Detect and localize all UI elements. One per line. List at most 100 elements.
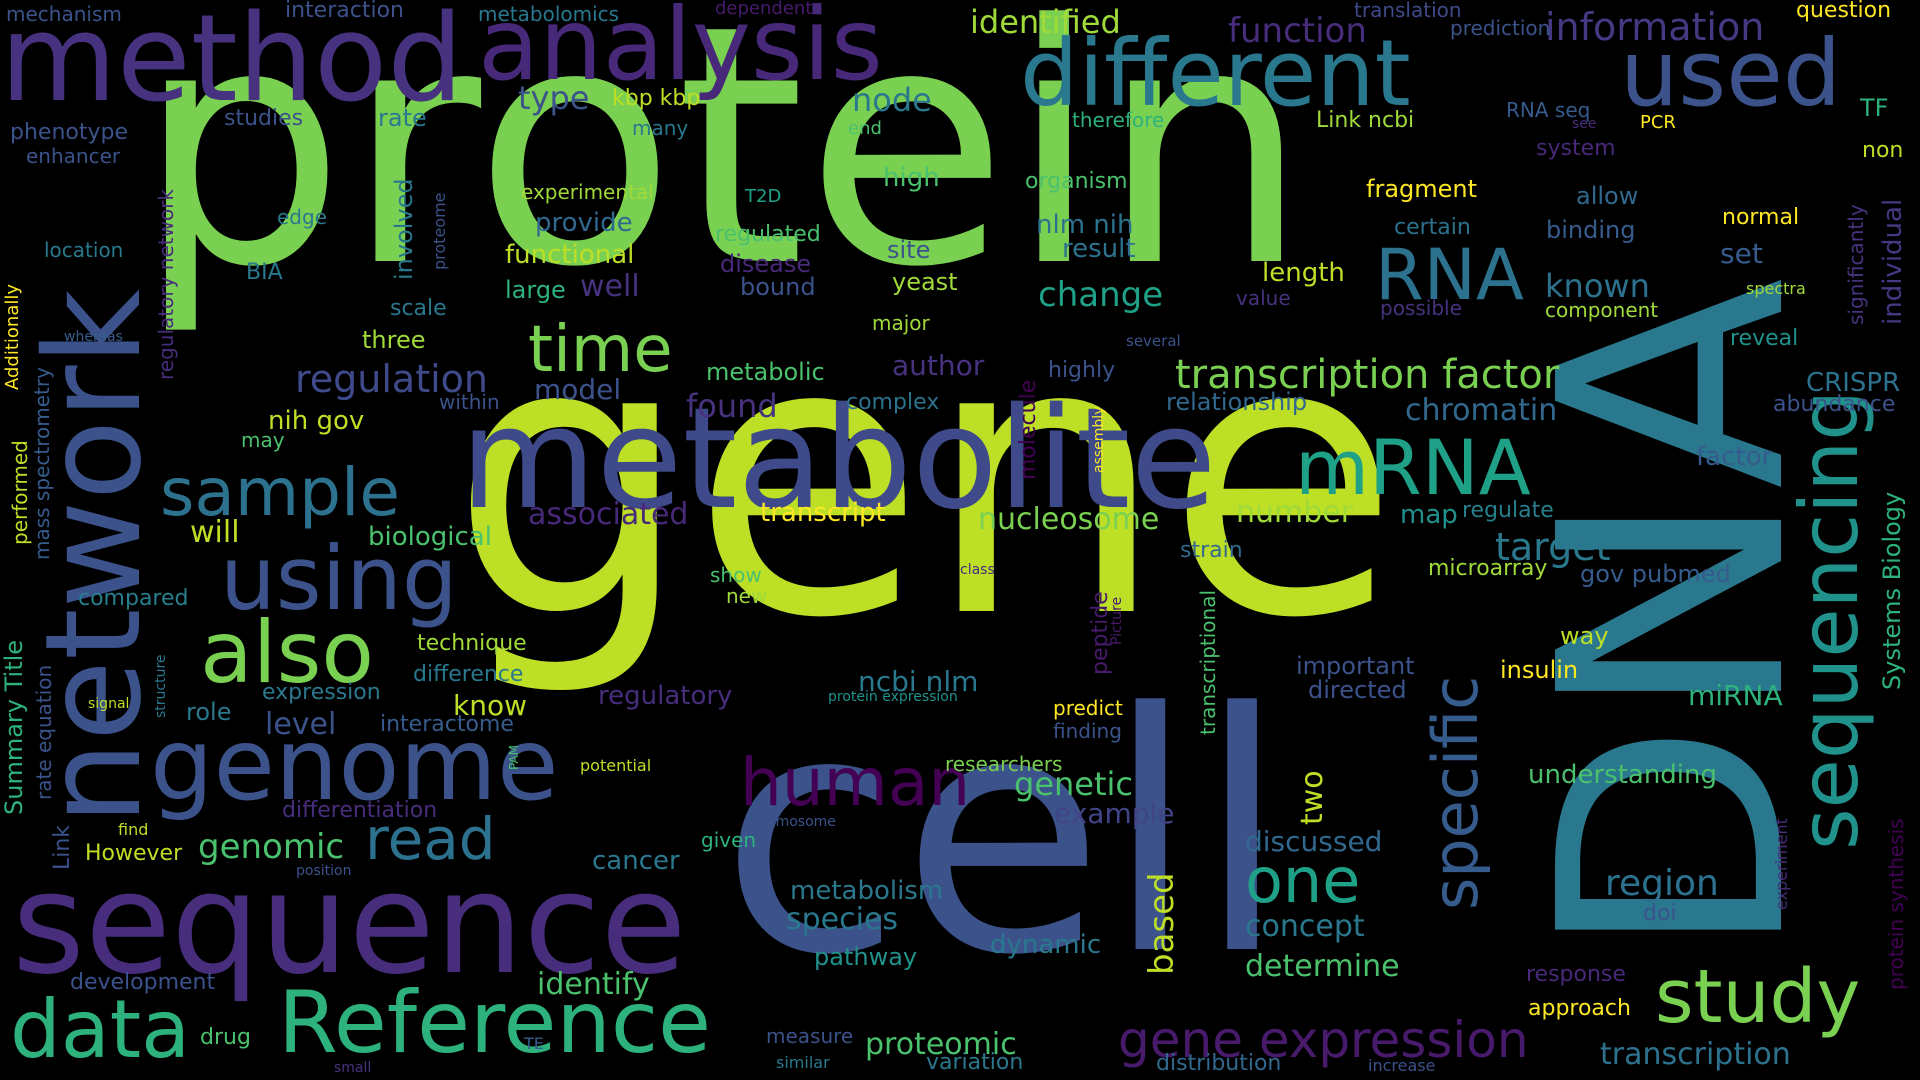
word-role: role — [186, 698, 232, 726]
word-doi: doi — [1643, 901, 1677, 926]
word-response: response — [1526, 962, 1626, 987]
word-genetic: genetic — [1014, 765, 1133, 803]
word-read: read — [365, 805, 496, 873]
word-three: three — [362, 326, 426, 354]
word-function: function — [1228, 11, 1367, 51]
word-potential: potential — [580, 756, 652, 775]
word-determine: determine — [1245, 949, 1400, 984]
word-see: see — [1572, 116, 1597, 132]
word-compared: compared — [78, 586, 189, 611]
word-major: major — [872, 311, 930, 335]
word-normal: normal — [1722, 205, 1800, 230]
word-example: example — [1054, 797, 1175, 830]
word-directed: directed — [1308, 676, 1407, 704]
word-based: based — [1142, 872, 1182, 975]
word-identified: identified — [970, 3, 1121, 41]
word-binding: binding — [1546, 216, 1636, 244]
word-class: class — [960, 562, 995, 578]
word-gene-expression: gene expression — [1118, 1011, 1529, 1069]
word-result: result — [1062, 234, 1136, 264]
word-sequencing: sequencing — [1783, 390, 1876, 850]
word-scale: scale — [390, 296, 447, 321]
word-phenotype: phenotype — [10, 120, 128, 145]
word-tf: TF — [1860, 94, 1889, 122]
word-found: found — [686, 387, 778, 425]
word-rate: rate — [378, 104, 427, 132]
word-understanding: understanding — [1528, 760, 1718, 790]
word-transcription-factor: transcription factor — [1175, 352, 1560, 398]
word-regulatory-network: regulatory network — [154, 189, 178, 380]
word-metabolite: metabolite — [460, 378, 1217, 541]
word-provide: provide — [535, 208, 633, 238]
word-nlm-nih: nlm nih — [1036, 210, 1134, 240]
word-method: method — [0, 0, 464, 129]
word-new: new — [726, 584, 768, 608]
word-location: location — [44, 238, 124, 262]
word-involved: involved — [390, 178, 418, 280]
word-length: length — [1262, 258, 1345, 288]
word-metabolomics: metabolomics — [478, 2, 620, 26]
word-transcript: transcript — [760, 498, 886, 528]
word-ncbi-nlm: ncbi nlm — [858, 665, 979, 698]
word-information: information — [1545, 5, 1765, 49]
word-enhancer: enhancer — [26, 144, 121, 168]
word-measure: measure — [766, 1024, 854, 1048]
word-variation: variation — [926, 1050, 1024, 1075]
word-pathway: pathway — [814, 943, 918, 971]
word-yeast: yeast — [892, 268, 958, 296]
word-also: also — [200, 603, 375, 703]
word-allow: allow — [1576, 182, 1639, 210]
word-proteomic: proteomic — [865, 1027, 1017, 1062]
word-chromosome: chromosome — [745, 814, 836, 830]
word-cell: cell — [720, 643, 1288, 1027]
word-sequence: sequence — [12, 843, 687, 1006]
word-rate-equation: rate equation — [32, 664, 56, 800]
word-approach: approach — [1528, 996, 1631, 1021]
word-differentiation: differentiation — [282, 798, 438, 823]
word-high: high — [883, 163, 940, 193]
word-species: species — [786, 902, 899, 937]
word-highly: highly — [1048, 358, 1116, 383]
word-regulatory: regulatory — [598, 681, 733, 711]
word-difference: difference — [413, 662, 524, 687]
word-genome: genome — [150, 706, 559, 823]
word-pcr: PCR — [1640, 112, 1676, 133]
word-number: number — [1236, 495, 1354, 530]
word-whereas: whereas — [64, 329, 123, 345]
word-additionally: Additionally — [2, 283, 23, 390]
word-crispr: CRISPR — [1806, 368, 1901, 398]
word-system: system — [1536, 136, 1616, 161]
word-study: study — [1655, 954, 1861, 1040]
word-significantly: significantly — [1844, 204, 1868, 325]
word-within: within — [439, 390, 500, 414]
word-given: given — [701, 828, 757, 852]
word-metabolic: metabolic — [706, 358, 825, 386]
word-factor: factor — [1696, 442, 1773, 472]
word-target: target — [1495, 525, 1611, 569]
word-large: large — [505, 276, 566, 304]
word-gene: gene — [450, 258, 1400, 701]
word-biological: biological — [368, 522, 492, 552]
word-bound: bound — [740, 273, 816, 301]
word-drug: drug — [200, 1025, 251, 1050]
word-genomic: genomic — [198, 827, 345, 867]
word-proteome: proteome — [430, 192, 449, 270]
word-prediction: prediction — [1450, 16, 1551, 40]
word-chromatin: chromatin — [1405, 393, 1558, 428]
word-protein-expression: protein expression — [828, 689, 958, 705]
word-experimental: experimental — [521, 180, 654, 204]
word-increase: increase — [1368, 1056, 1436, 1075]
word-will: will — [190, 515, 240, 550]
word-position: position — [296, 863, 352, 879]
word-value: value — [1236, 286, 1291, 310]
word-well: well — [580, 269, 640, 304]
word-may: may — [241, 428, 285, 452]
word-studies: studies — [224, 106, 304, 131]
word-organism: organism — [1025, 169, 1128, 194]
word-reveal: reveal — [1730, 326, 1799, 351]
word-link-ncbi: Link ncbi — [1316, 108, 1415, 133]
word-show: show — [710, 563, 762, 587]
word-assembly: assembly — [1091, 406, 1107, 473]
word-data: data — [10, 983, 191, 1076]
